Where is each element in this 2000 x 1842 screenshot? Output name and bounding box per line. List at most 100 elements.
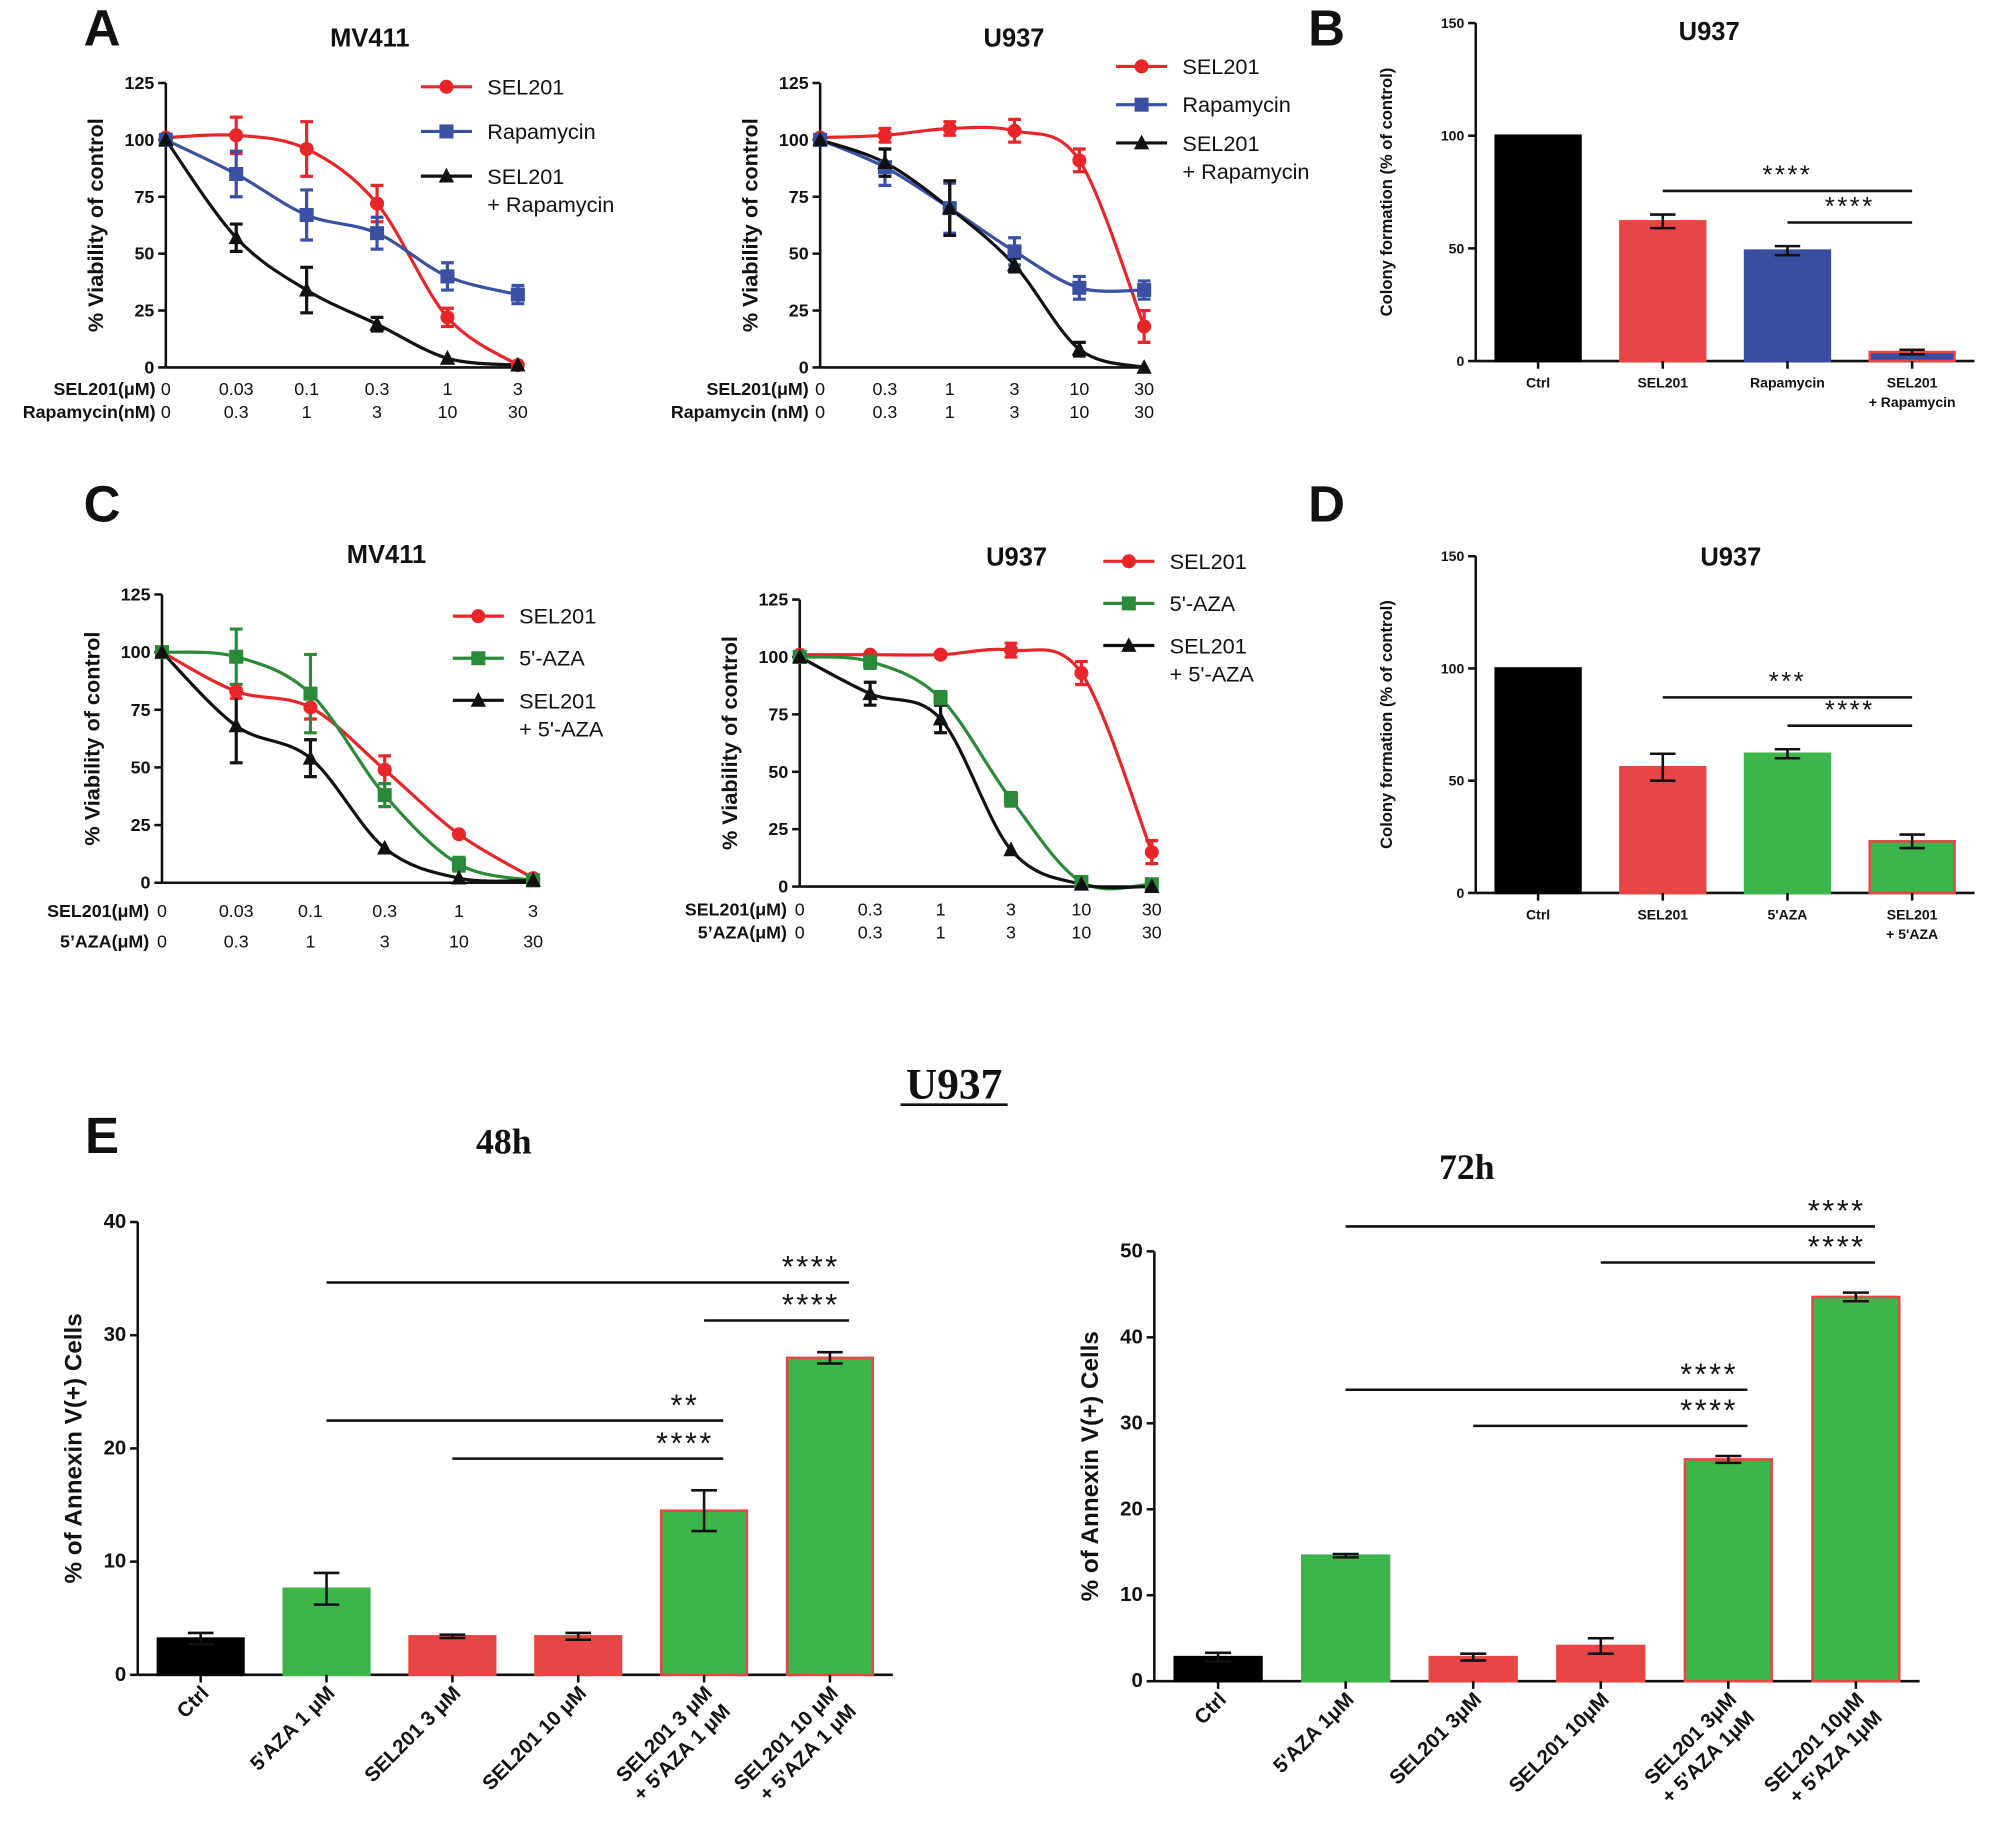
panel-label: D xyxy=(1308,475,1345,532)
x-tick-label: 1 xyxy=(442,379,452,399)
legend-label: 5'-AZA xyxy=(519,646,585,671)
x-tick-label: 3 xyxy=(372,402,382,422)
y-tick-label: 100 xyxy=(1441,660,1465,676)
significance-label: **** xyxy=(1763,162,1813,190)
y-tick-label: 50 xyxy=(1120,1240,1143,1262)
y-tick-label: 50 xyxy=(1449,240,1465,256)
significance-label: ** xyxy=(670,1388,699,1422)
y-tick-label: 100 xyxy=(125,130,155,150)
x-tick-label: 1 xyxy=(936,900,946,920)
point xyxy=(933,691,948,706)
y-tick-label: 40 xyxy=(104,1211,127,1233)
x-tick-label: 5'AZA xyxy=(1767,907,1807,923)
error-bar xyxy=(1842,1291,1869,1303)
point xyxy=(299,141,314,156)
x-tick-label: 0.3 xyxy=(858,922,883,942)
error-bar xyxy=(1774,747,1801,760)
x-row-name: 5’AZA(μM) xyxy=(60,931,149,951)
error-bar xyxy=(1650,213,1676,230)
bar xyxy=(1743,752,1832,895)
x-tick-label: SEL201 + 5'AZA xyxy=(1886,907,1938,942)
significance-label: **** xyxy=(1825,193,1875,221)
bar xyxy=(1301,1554,1391,1683)
point xyxy=(369,315,385,331)
legend-label: Rapamycin xyxy=(1182,92,1290,117)
x-tick-label: Ctrl xyxy=(1526,375,1550,391)
y-tick-label: 10 xyxy=(1120,1584,1143,1606)
point xyxy=(470,692,486,707)
y-tick-label: 25 xyxy=(768,819,788,839)
y-tick-label: 25 xyxy=(134,301,154,321)
x-tick-label: 10 xyxy=(438,402,458,422)
point xyxy=(812,131,828,147)
point xyxy=(1134,97,1149,112)
chart-title: MV411 xyxy=(347,541,426,569)
x-tick-label: SEL201 xyxy=(1637,375,1688,391)
x-row-name: SEL201(μM) xyxy=(53,379,155,399)
x-tick-label: 30 xyxy=(1142,922,1162,942)
x-tick-label: 1 xyxy=(945,402,955,422)
x-tick-label: 10 xyxy=(449,931,469,951)
point xyxy=(1073,875,1090,891)
y-axis-label: % Viability of control xyxy=(83,118,108,332)
chart-title: MV411 xyxy=(330,24,409,52)
y-tick-label: 30 xyxy=(104,1324,127,1346)
y-tick-label: 125 xyxy=(125,73,155,93)
y-tick-label: 125 xyxy=(121,584,151,604)
x-tick-label: 0 xyxy=(815,379,825,399)
y-axis-label: % of Annexin V(+) Cells xyxy=(1077,1331,1104,1601)
point xyxy=(877,154,893,170)
point xyxy=(158,131,174,147)
y-tick-label: 100 xyxy=(758,647,788,667)
point xyxy=(377,762,392,777)
point xyxy=(370,196,385,211)
legend-label: Rapamycin xyxy=(487,119,595,144)
error-bar xyxy=(439,1633,466,1640)
chart: U937% Viability of control0255075100125S… xyxy=(671,24,1310,422)
point xyxy=(1003,841,1019,857)
x-row-name: SEL201(μM) xyxy=(685,900,787,920)
error-bar xyxy=(1715,1454,1742,1465)
point xyxy=(1134,59,1149,74)
point xyxy=(1144,845,1159,860)
point xyxy=(440,310,455,325)
significance-label: **** xyxy=(1825,696,1875,724)
point xyxy=(1006,256,1023,272)
chart: MV411% Viability of control0255075100125… xyxy=(47,541,604,951)
point xyxy=(370,226,385,241)
point xyxy=(1071,340,1087,356)
point xyxy=(1072,153,1087,168)
point xyxy=(229,684,244,699)
x-tick-label: 0.3 xyxy=(224,931,249,951)
error-bar xyxy=(1650,752,1676,782)
point xyxy=(377,839,393,855)
point xyxy=(1121,596,1136,611)
point xyxy=(228,717,244,733)
bar xyxy=(1494,667,1582,895)
y-tick-label: 50 xyxy=(1449,773,1465,789)
point xyxy=(942,121,957,136)
y-tick-label: 10 xyxy=(104,1551,127,1573)
x-tick-label: 0 xyxy=(157,901,167,921)
point xyxy=(451,827,466,842)
panel-label: B xyxy=(1308,0,1345,57)
x-tick-label: 0 xyxy=(795,900,805,920)
point xyxy=(471,651,486,666)
point xyxy=(1137,319,1152,334)
chart: U937% Viability of control0255075100125S… xyxy=(685,543,1255,942)
y-tick-label: 150 xyxy=(1441,548,1465,564)
bar xyxy=(1743,249,1832,363)
chart-title: U937 xyxy=(1679,18,1740,46)
x-tick-label: 30 xyxy=(523,931,543,951)
y-tick-label: 100 xyxy=(779,130,809,150)
chart: U937 Colony formation (% of control) 0 50 10… xyxy=(1377,15,1975,410)
point xyxy=(1007,123,1022,138)
x-tick-label: SEL201 xyxy=(1637,907,1688,923)
legend-label: SEL201 xyxy=(519,604,596,629)
x-row-name: Rapamycin (nM) xyxy=(671,402,809,422)
x-tick-label: 30 xyxy=(1142,900,1162,920)
x-tick-label: 1 xyxy=(936,922,946,942)
x-tick-label: 10 xyxy=(1071,900,1091,920)
x-tick-label: 0.3 xyxy=(372,901,397,921)
x-tick-label: 3 xyxy=(1006,900,1016,920)
